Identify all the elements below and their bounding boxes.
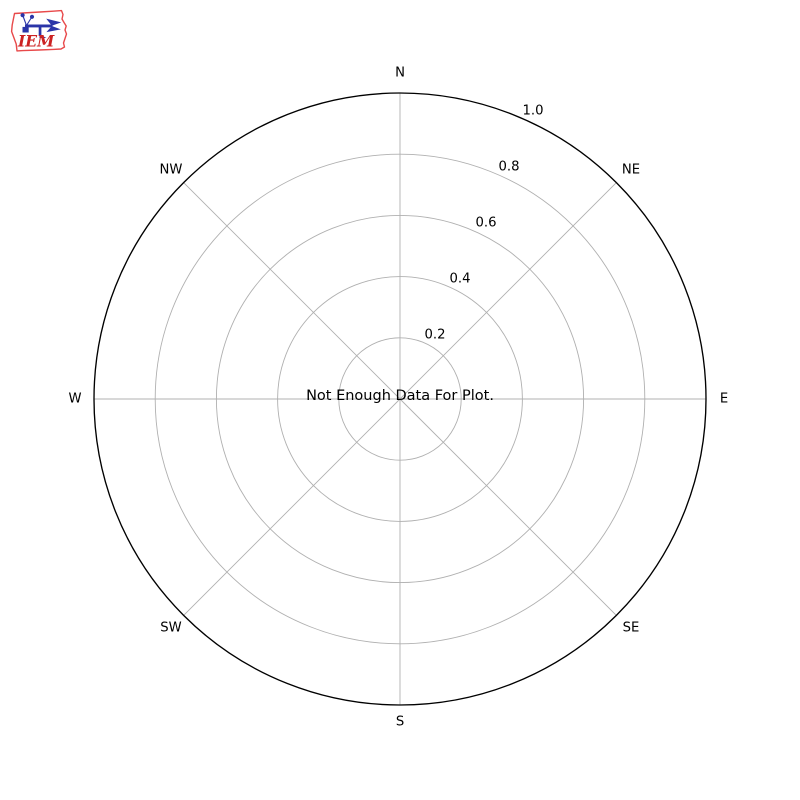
grid-ring-outer-1-0 [93,92,707,706]
iowa-outline-icon [10,9,68,52]
anemometer-icon [20,13,62,38]
direction-label-nw: NW [159,162,183,178]
radial-tick-0-2: 0.2 [424,327,446,343]
spoke-nw [183,182,401,400]
direction-label-s: S [395,714,405,730]
direction-label-n: N [395,65,405,81]
direction-label-ne: NE [621,162,641,178]
iem-logo-graphic: IEM [10,9,68,52]
direction-label-se: SE [622,620,640,636]
spoke-se [399,398,617,616]
iem-wordmark: IEM [17,32,55,51]
direction-label-sw: SW [160,620,182,636]
grid-ring-0-8 [154,153,646,645]
polar-spokes [94,93,706,705]
iem-logo[interactable]: IEM [9,4,71,56]
spoke-ne [399,182,617,400]
radial-tick-0-8: 0.8 [498,159,520,175]
spoke-sw [183,398,401,616]
direction-label-w: W [68,391,82,407]
grid-ring-0-6 [215,214,585,584]
direction-label-e: E [719,391,729,407]
no-data-message: Not Enough Data For Plot. [306,387,494,404]
radial-tick-0-6: 0.6 [475,215,497,231]
radial-tick-1-0: 1.0 [522,103,544,119]
grid-ring-0-2 [338,337,462,461]
grid-ring-0-4 [277,276,523,522]
radial-tick-0-4: 0.4 [449,271,471,287]
